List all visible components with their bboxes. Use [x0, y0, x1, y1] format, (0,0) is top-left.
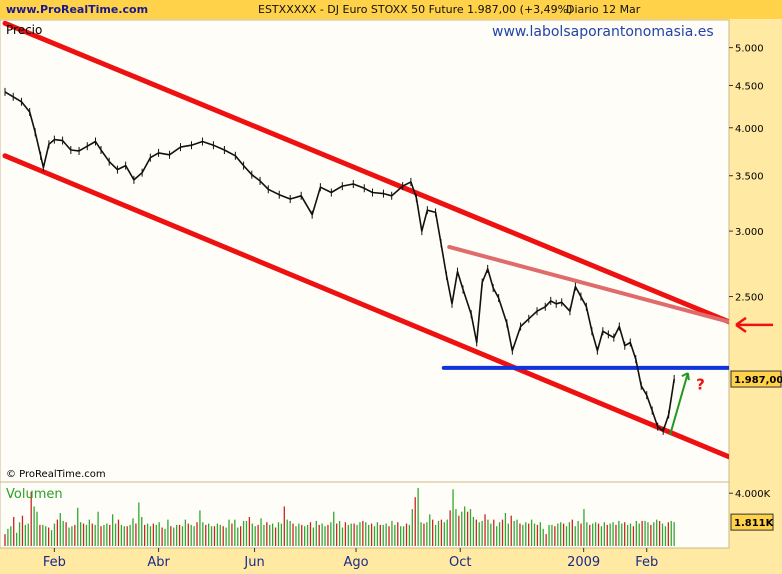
trend-lines — [2, 20, 729, 460]
time-tick-label: Jun — [243, 555, 264, 570]
watermark-text: www.labolsaporantonomasia.es — [492, 24, 714, 40]
price-tick-label: 3.000 — [735, 227, 764, 238]
price-panel-title: Precio — [6, 23, 42, 37]
rebound-arrow-shaft — [669, 372, 689, 436]
price-series — [4, 87, 675, 435]
channel-upper-line — [2, 20, 729, 325]
rebound-arrow-icon — [681, 372, 690, 381]
time-tick-label: Feb — [43, 555, 66, 570]
price-tick-label: 4.500 — [735, 81, 764, 92]
copyright-text: © ProRealTime.com — [6, 469, 106, 480]
top-bar — [0, 0, 782, 19]
last-volume-label: 1.811K — [734, 518, 775, 529]
time-tick-label: Feb — [635, 555, 658, 570]
period-label: Diario 12 Mar — [566, 3, 641, 16]
time-tick-label: Abr — [147, 555, 170, 570]
triangle-resistance-line — [447, 244, 729, 324]
time-tick-label: 2009 — [567, 555, 600, 570]
volume-bars — [4, 487, 675, 546]
price-tick-label: 2.500 — [735, 293, 764, 304]
time-tick-label: Oct — [449, 555, 471, 570]
price-axis: 5.000 4.500 4.000 3.500 3.000 2.500 1.987,00 — [729, 44, 782, 388]
question-mark-icon: ? — [696, 375, 705, 393]
target-arrow-icon — [735, 316, 747, 333]
last-price-badge — [730, 370, 782, 388]
volume-panel: Volumen 4.000K 1.811K — [0, 481, 775, 549]
channel-lower-line — [2, 153, 729, 460]
site-link[interactable]: www.ProRealTime.com — [6, 3, 149, 16]
time-axis: Feb Abr Jun Ago Oct 2009 Feb — [43, 548, 658, 570]
instrument-title: ESTXXXXX - DJ Euro STOXX 50 Future 1.987… — [258, 3, 573, 16]
annotations: ? — [669, 316, 773, 436]
price-tick-label: 4.000 — [735, 124, 764, 135]
price-tick-label: 5.000 — [735, 44, 764, 55]
price-panel: ? Precio www.labolsaporantonomasia.es © … — [0, 19, 782, 483]
time-tick-label: Ago — [343, 555, 368, 570]
last-volume-badge — [730, 513, 774, 531]
price-tick-label: 3.500 — [735, 172, 764, 183]
last-price-label: 1.987,00 — [734, 375, 782, 386]
volume-tick-label: 4.000K — [735, 489, 771, 500]
volume-panel-title: Volumen — [6, 487, 63, 502]
volume-axis: 4.000K 1.811K — [729, 489, 775, 531]
